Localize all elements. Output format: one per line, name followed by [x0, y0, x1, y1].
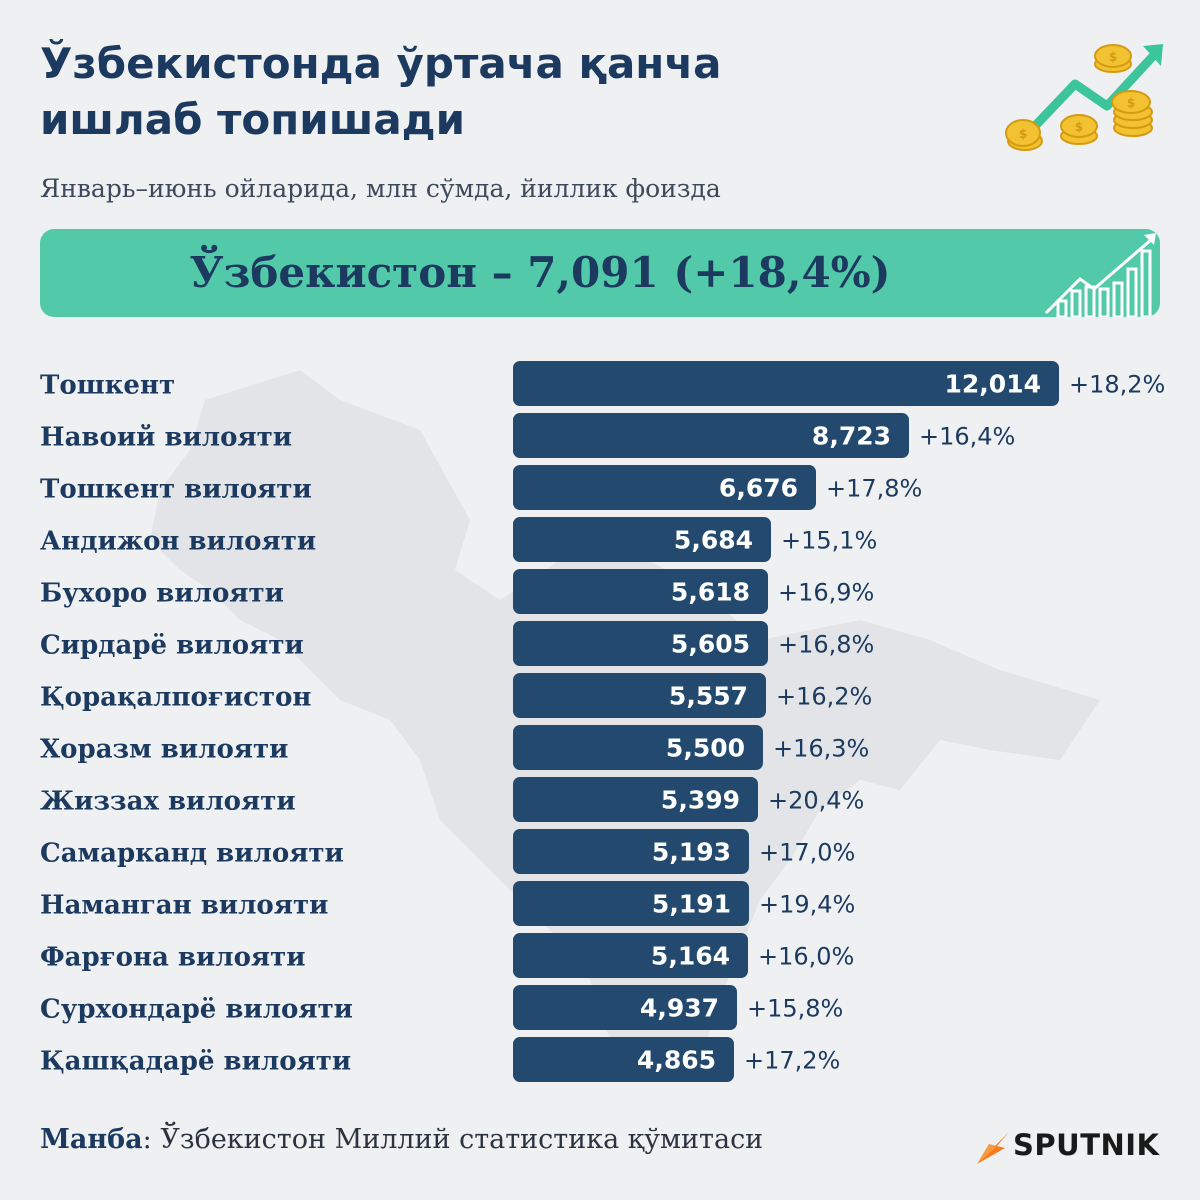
national-average-text: Ўзбекистон – 7,091 (+18,4%): [189, 248, 891, 297]
page-title: Ўзбекистонда ўртача қанча ишлаб топишади: [40, 36, 940, 148]
earnings-bar: [513, 569, 768, 614]
earnings-bar: [513, 413, 909, 458]
region-label: Жиззах вилояти: [40, 787, 296, 817]
bar-value-label: 5,684: [674, 526, 753, 555]
growth-label: +18,2%: [1069, 371, 1165, 399]
growth-label: +16,3%: [773, 735, 869, 763]
growth-label: +15,1%: [781, 527, 877, 555]
sputnik-logo-icon: [977, 1132, 1009, 1164]
bar-value-label: 5,191: [652, 890, 731, 919]
bar-value-label: 5,164: [651, 942, 730, 971]
svg-text:$: $: [1019, 127, 1027, 141]
region-label: Тошкент вилояти: [40, 475, 312, 505]
region-label: Навоий вилояти: [40, 423, 292, 453]
earnings-bar: [513, 933, 748, 978]
earnings-bar: [513, 725, 763, 770]
earnings-bar: [513, 985, 737, 1030]
earnings-bar: [513, 673, 766, 718]
growth-label: +17,0%: [759, 839, 855, 867]
bar-value-label: 5,500: [666, 734, 745, 763]
growth-label: +16,9%: [778, 579, 874, 607]
bar-value-label: 6,676: [719, 474, 798, 503]
earnings-bar: [513, 1037, 734, 1082]
growth-label: +16,8%: [778, 631, 874, 659]
region-label: Сирдарё вилояти: [40, 631, 304, 661]
growth-label: +16,2%: [776, 683, 872, 711]
bar-value-label: 4,865: [637, 1046, 716, 1075]
region-label: Андижон вилояти: [40, 527, 316, 557]
source-text: : Ўзбекистон Миллий статистика қўмитаси: [142, 1124, 764, 1155]
national-average-banner: Ўзбекистон – 7,091 (+18,4%): [40, 229, 1160, 317]
earnings-bar: [513, 361, 1059, 406]
svg-text:$: $: [1109, 50, 1117, 64]
bar-value-label: 5,618: [671, 578, 750, 607]
growth-label: +20,4%: [768, 787, 864, 815]
title-line-1: Ўзбекистонда ўртача қанча: [40, 39, 722, 88]
earnings-bar: [513, 465, 816, 510]
bar-value-label: 5,399: [661, 786, 740, 815]
growth-label: +16,4%: [919, 423, 1015, 451]
region-label: Бухоро вилояти: [40, 579, 284, 609]
earnings-bar: [513, 829, 749, 874]
bar-value-label: 5,557: [669, 682, 748, 711]
growth-label: +17,8%: [826, 475, 922, 503]
region-label: Наманган вилояти: [40, 891, 328, 921]
source-label: Манба: [40, 1124, 143, 1155]
sputnik-logo: SPUTNIK: [975, 1126, 1165, 1166]
bar-value-label: 4,937: [640, 994, 719, 1023]
bar-chart-up-icon: [1044, 233, 1156, 317]
coins-growth-arrow-icon: $ $ $ $: [1005, 44, 1163, 151]
region-label: Самарканд вилояти: [40, 839, 344, 869]
bar-value-label: 5,605: [671, 630, 750, 659]
svg-text:$: $: [1127, 96, 1135, 110]
logo-text: SPUTNIK: [1013, 1128, 1160, 1162]
region-label: Хоразм вилояти: [40, 735, 288, 765]
growth-label: +15,8%: [747, 995, 843, 1023]
region-label: Қорақалпоғистон: [40, 683, 311, 713]
earnings-bar: [513, 777, 758, 822]
region-label: Фарғона вилояти: [40, 943, 306, 973]
bar-value-label: 12,014: [945, 370, 1041, 399]
growth-label: +17,2%: [744, 1047, 840, 1075]
region-label: Тошкент: [40, 371, 175, 401]
page-subtitle: Январь–июнь ойларида, млн сўмда, йиллик …: [40, 174, 721, 203]
earnings-bar: [513, 517, 771, 562]
growth-label: +16,0%: [758, 943, 854, 971]
title-line-2: ишлаб топишади: [40, 95, 466, 144]
bar-value-label: 8,723: [812, 422, 891, 451]
region-label: Сурхондарё вилояти: [40, 995, 353, 1025]
earnings-bar: [513, 881, 749, 926]
earnings-bar: [513, 621, 768, 666]
source-note: Манба: Ўзбекистон Миллий статистика қўми…: [40, 1124, 763, 1155]
region-label: Қашқадарё вилояти: [40, 1047, 351, 1077]
growth-label: +19,4%: [759, 891, 855, 919]
svg-text:$: $: [1075, 120, 1083, 134]
bar-value-label: 5,193: [652, 838, 731, 867]
